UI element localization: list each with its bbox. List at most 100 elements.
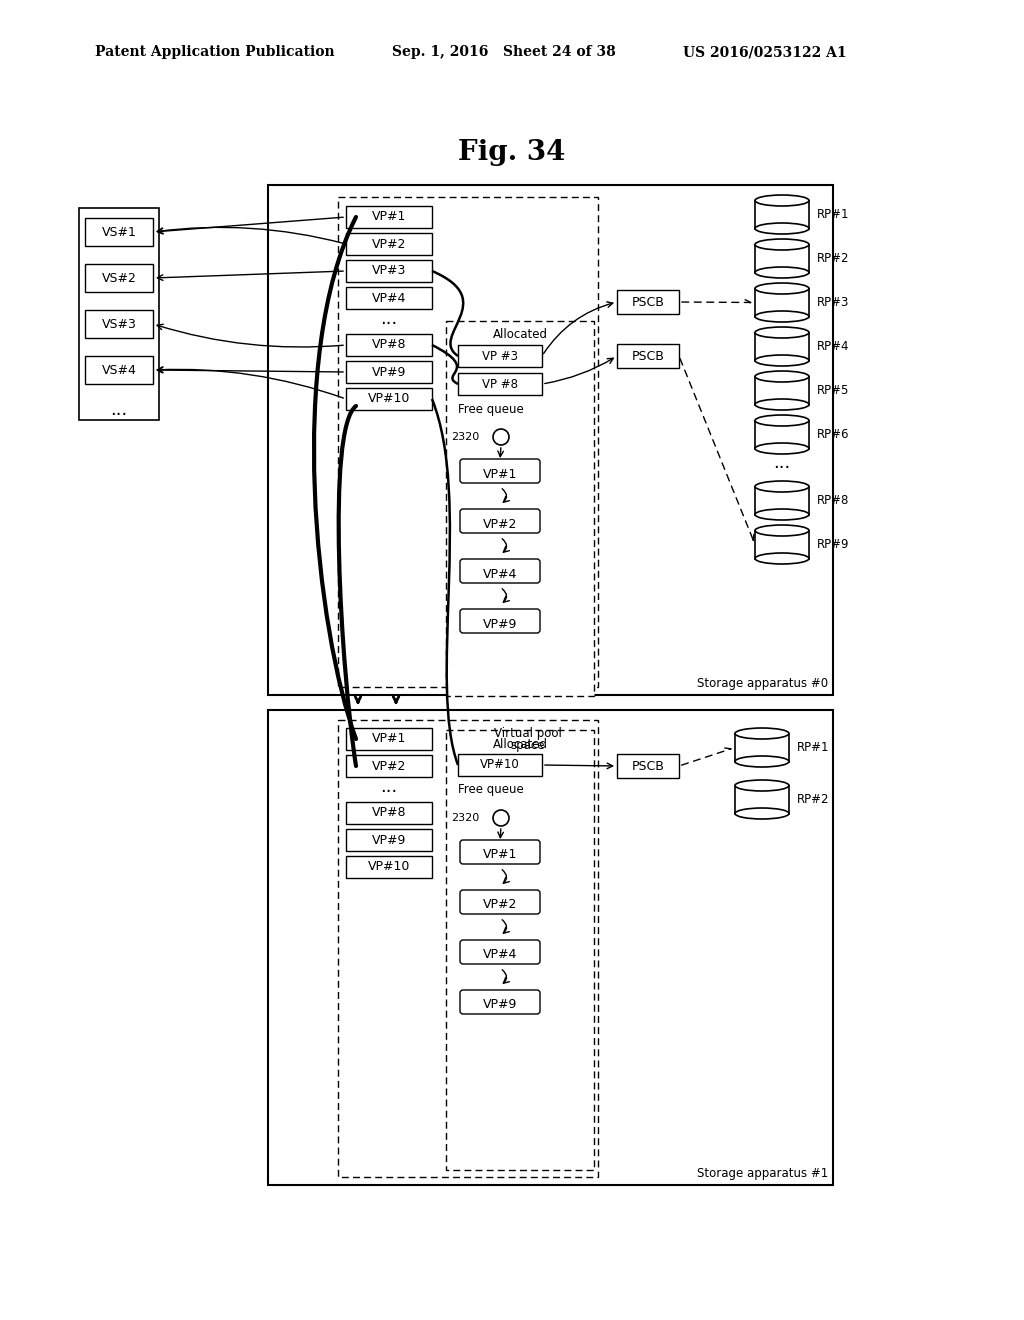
Ellipse shape xyxy=(735,808,790,818)
Bar xyxy=(346,829,432,851)
Text: space: space xyxy=(511,738,545,751)
FancyBboxPatch shape xyxy=(460,558,540,583)
Polygon shape xyxy=(755,487,809,515)
Text: VP#4: VP#4 xyxy=(482,568,517,581)
Ellipse shape xyxy=(755,239,809,249)
Bar xyxy=(346,755,432,777)
Text: VP#9: VP#9 xyxy=(372,366,407,379)
Text: Free queue: Free queue xyxy=(458,403,523,416)
Ellipse shape xyxy=(755,553,809,564)
Text: RP#8: RP#8 xyxy=(817,494,849,507)
Text: VP#2: VP#2 xyxy=(482,899,517,912)
Text: VP#9: VP#9 xyxy=(482,618,517,631)
Ellipse shape xyxy=(755,444,809,454)
Text: ...: ... xyxy=(111,401,128,418)
Text: Allocated: Allocated xyxy=(493,738,548,751)
Bar xyxy=(346,388,432,411)
Text: PSCB: PSCB xyxy=(632,296,665,309)
Text: 2320: 2320 xyxy=(451,432,479,442)
Polygon shape xyxy=(755,376,809,404)
Text: ...: ... xyxy=(380,310,397,327)
Text: VP#1: VP#1 xyxy=(482,849,517,862)
Ellipse shape xyxy=(755,223,809,234)
Bar xyxy=(617,345,679,368)
Text: VP#10: VP#10 xyxy=(368,392,411,405)
Ellipse shape xyxy=(755,327,809,338)
Bar xyxy=(85,218,153,246)
Text: VP#1: VP#1 xyxy=(482,467,517,480)
Text: VP #3: VP #3 xyxy=(482,350,518,363)
Text: VP#1: VP#1 xyxy=(372,210,407,223)
Ellipse shape xyxy=(755,510,809,520)
Polygon shape xyxy=(755,289,809,317)
Polygon shape xyxy=(755,531,809,558)
Polygon shape xyxy=(755,421,809,449)
Ellipse shape xyxy=(755,399,809,411)
Text: RP#2: RP#2 xyxy=(817,252,850,265)
Text: Patent Application Publication: Patent Application Publication xyxy=(95,45,335,59)
Text: RP#2: RP#2 xyxy=(797,793,829,807)
Bar xyxy=(338,197,598,686)
Ellipse shape xyxy=(755,267,809,279)
Text: VS#3: VS#3 xyxy=(101,318,136,330)
Text: ...: ... xyxy=(773,454,791,473)
Text: VP#10: VP#10 xyxy=(368,861,411,874)
FancyBboxPatch shape xyxy=(460,510,540,533)
Circle shape xyxy=(493,810,509,826)
Text: ...: ... xyxy=(380,777,397,796)
Text: PSCB: PSCB xyxy=(632,759,665,772)
Text: VS#2: VS#2 xyxy=(101,272,136,285)
Circle shape xyxy=(493,429,509,445)
Bar xyxy=(346,729,432,750)
Text: VP#8: VP#8 xyxy=(372,338,407,351)
Text: VP#3: VP#3 xyxy=(372,264,407,277)
FancyBboxPatch shape xyxy=(460,990,540,1014)
Text: VP#4: VP#4 xyxy=(372,292,407,305)
Ellipse shape xyxy=(735,756,790,767)
Bar xyxy=(446,321,594,696)
Bar xyxy=(268,185,833,696)
Text: RP#6: RP#6 xyxy=(817,428,850,441)
Polygon shape xyxy=(735,785,790,813)
Polygon shape xyxy=(755,333,809,360)
Ellipse shape xyxy=(735,729,790,739)
Ellipse shape xyxy=(755,312,809,322)
Text: 2320: 2320 xyxy=(451,813,479,822)
Text: RP#4: RP#4 xyxy=(817,341,850,352)
Bar xyxy=(338,719,598,1177)
FancyBboxPatch shape xyxy=(460,459,540,483)
Text: Sep. 1, 2016   Sheet 24 of 38: Sep. 1, 2016 Sheet 24 of 38 xyxy=(392,45,615,59)
Bar xyxy=(346,803,432,824)
FancyBboxPatch shape xyxy=(460,840,540,865)
Bar xyxy=(617,754,679,777)
Bar xyxy=(346,855,432,878)
Ellipse shape xyxy=(755,525,809,536)
Text: PSCB: PSCB xyxy=(632,350,665,363)
Text: VS#1: VS#1 xyxy=(101,226,136,239)
Text: Free queue: Free queue xyxy=(458,784,523,796)
Ellipse shape xyxy=(755,195,809,206)
Ellipse shape xyxy=(755,282,809,294)
Bar xyxy=(446,730,594,1170)
Text: VP#9: VP#9 xyxy=(372,833,407,846)
FancyBboxPatch shape xyxy=(460,940,540,964)
Text: VP #8: VP #8 xyxy=(482,378,518,391)
Text: VP#10: VP#10 xyxy=(480,759,520,771)
Text: VP#9: VP#9 xyxy=(482,998,517,1011)
Polygon shape xyxy=(735,734,790,762)
Bar xyxy=(85,310,153,338)
Text: Fig. 34: Fig. 34 xyxy=(459,139,565,165)
Bar xyxy=(268,710,833,1185)
Text: VP#1: VP#1 xyxy=(372,733,407,746)
Text: VP#2: VP#2 xyxy=(372,238,407,251)
Text: US 2016/0253122 A1: US 2016/0253122 A1 xyxy=(683,45,847,59)
Text: Storage apparatus #0: Storage apparatus #0 xyxy=(697,676,828,689)
Text: RP#3: RP#3 xyxy=(817,296,849,309)
Text: VP#2: VP#2 xyxy=(482,517,517,531)
FancyBboxPatch shape xyxy=(460,609,540,634)
FancyBboxPatch shape xyxy=(460,890,540,913)
Text: Allocated: Allocated xyxy=(493,329,548,342)
Bar xyxy=(346,260,432,282)
Bar xyxy=(79,209,159,420)
Bar xyxy=(458,345,542,367)
